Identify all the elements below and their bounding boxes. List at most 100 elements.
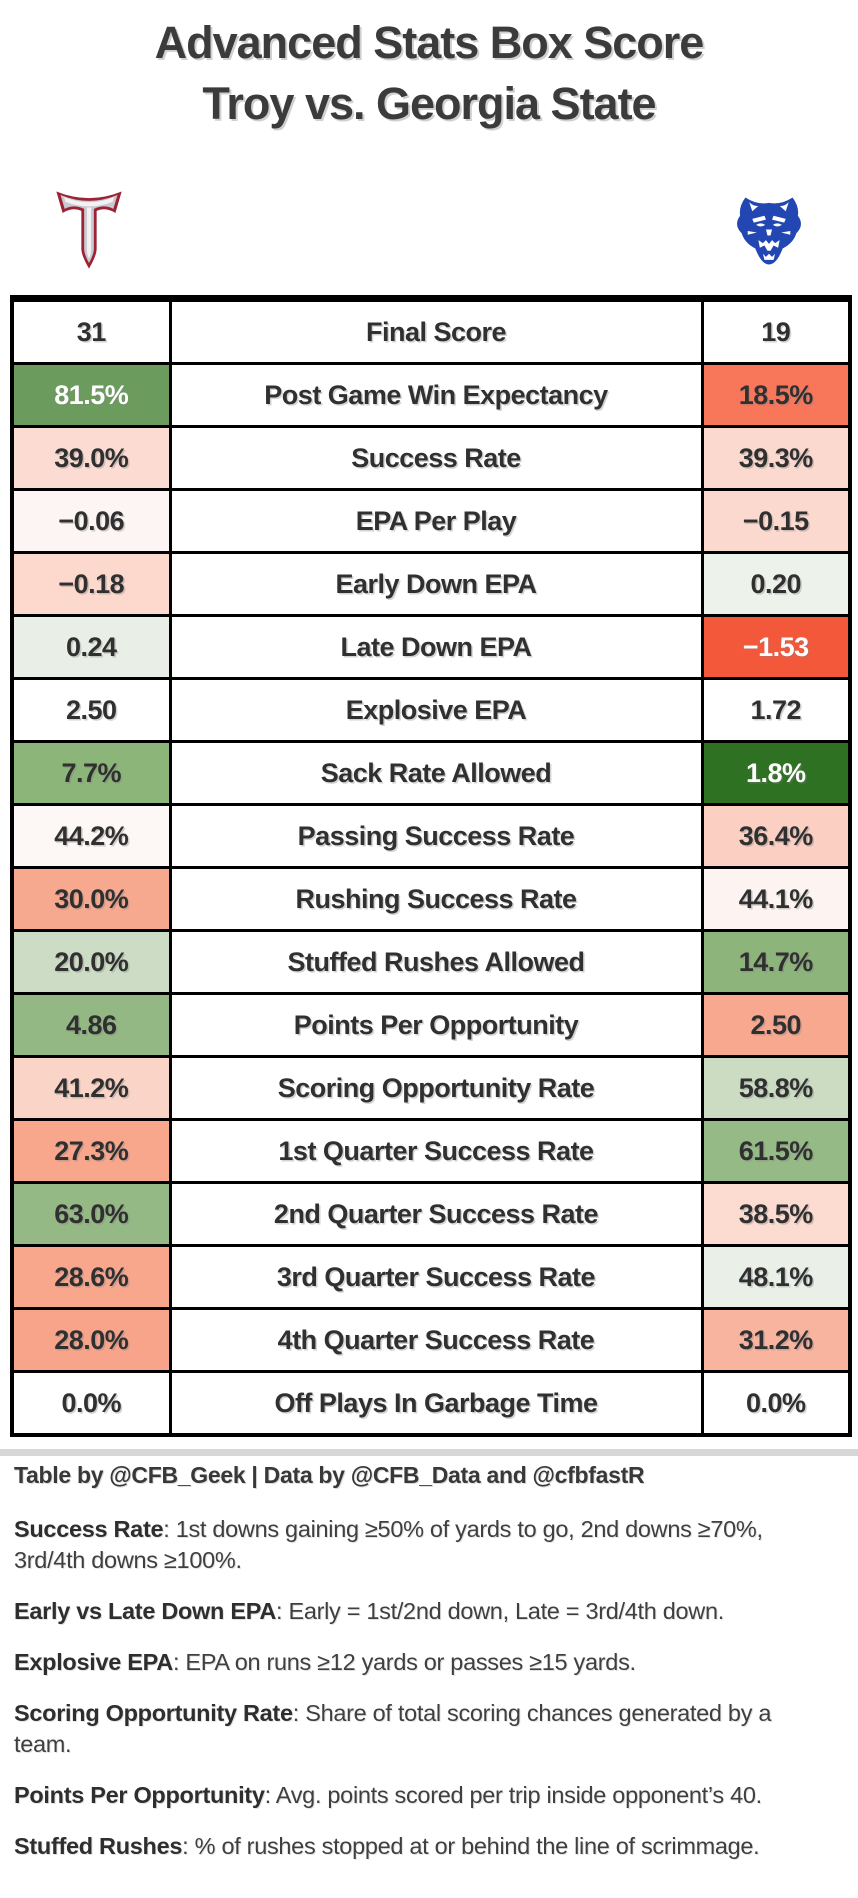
stat-label: 1st Quarter Success Rate [168, 1118, 704, 1184]
note-term: Explosive EPA [14, 1649, 173, 1675]
stat-value-left: 44.2% [10, 803, 172, 869]
stat-value-left: 28.0% [10, 1307, 172, 1373]
stat-label: Late Down EPA [168, 614, 704, 680]
note-explosive-epa: Explosive EPA: EPA on runs ≥12 yards or … [14, 1647, 826, 1678]
stat-value-right: 0.20 [700, 551, 852, 617]
note-definition: : EPA on runs ≥12 yards or passes ≥15 ya… [172, 1649, 636, 1675]
table-row: 28.6% 3rd Quarter Success Rate 48.1% [10, 1244, 852, 1310]
note-term: Scoring Opportunity Rate [14, 1700, 293, 1726]
stat-value-left: 41.2% [10, 1055, 172, 1121]
stat-value-left: 4.86 [10, 992, 172, 1058]
stat-value-right: 58.8% [700, 1055, 852, 1121]
stat-value-right: 39.3% [700, 425, 852, 491]
stat-label: Early Down EPA [168, 551, 704, 617]
stat-value-left: 81.5% [10, 362, 172, 428]
stat-label: Explosive EPA [168, 677, 704, 743]
footer-notes: Table by @CFB_Geek | Data by @CFB_Data a… [14, 1462, 826, 1882]
table-row: 41.2% Scoring Opportunity Rate 58.8% [10, 1055, 852, 1121]
stat-value-left: 30.0% [10, 866, 172, 932]
stat-value-left: −0.06 [10, 488, 172, 554]
table-row: −0.06 EPA Per Play −0.15 [10, 488, 852, 554]
table-row: 63.0% 2nd Quarter Success Rate 38.5% [10, 1181, 852, 1247]
note-definition: : Early = 1st/2nd down, Late = 3rd/4th d… [276, 1598, 724, 1624]
stat-value-left: 0.24 [10, 614, 172, 680]
stat-label: Points Per Opportunity [168, 992, 704, 1058]
stat-value-right: 1.72 [700, 677, 852, 743]
note-term: Success Rate [14, 1516, 164, 1542]
stat-label: Rushing Success Rate [168, 866, 704, 932]
page-subtitle: Troy vs. Georgia State [202, 78, 656, 129]
stat-label: 4th Quarter Success Rate [168, 1307, 704, 1373]
title-block: Advanced Stats Box Score Troy vs. Georgi… [0, 12, 858, 134]
note-success-rate: Success Rate: 1st downs gaining ≥50% of … [14, 1514, 826, 1576]
georgia-state-logo-icon [731, 196, 807, 266]
table-row: 28.0% 4th Quarter Success Rate 31.2% [10, 1307, 852, 1373]
note-stuffed-rushes: Stuffed Rushes: % of rushes stopped at o… [14, 1831, 826, 1862]
stat-value-right: 44.1% [700, 866, 852, 932]
table-row: 44.2% Passing Success Rate 36.4% [10, 803, 852, 869]
stat-value-left: 39.0% [10, 425, 172, 491]
stat-value-right: 18.5% [700, 362, 852, 428]
stat-label: Stuffed Rushes Allowed [168, 929, 704, 995]
stat-label: Off Plays In Garbage Time [168, 1370, 704, 1437]
note-points-per-opportunity: Points Per Opportunity: Avg. points scor… [14, 1780, 826, 1811]
stat-label: Final Score [168, 297, 704, 365]
stat-value-right: 19 [700, 297, 852, 365]
note-definition: : Share of total scoring chances generat… [14, 1700, 772, 1757]
table-row: 27.3% 1st Quarter Success Rate 61.5% [10, 1118, 852, 1184]
table-row: 31 Final Score 19 [10, 297, 852, 365]
stat-label: Success Rate [168, 425, 704, 491]
stat-value-right: 36.4% [700, 803, 852, 869]
note-term: Early vs Late Down EPA [14, 1598, 276, 1624]
stat-label: Sack Rate Allowed [168, 740, 704, 806]
note-term: Stuffed Rushes [14, 1833, 183, 1859]
stat-value-right: 14.7% [700, 929, 852, 995]
stat-label: 3rd Quarter Success Rate [168, 1244, 704, 1310]
note-definition: : 1st downs gaining ≥50% of yards to go,… [14, 1516, 763, 1573]
table-row: 81.5% Post Game Win Expectancy 18.5% [10, 362, 852, 428]
stat-value-left: 28.6% [10, 1244, 172, 1310]
stat-value-right: 61.5% [700, 1118, 852, 1184]
stat-label: EPA Per Play [168, 488, 704, 554]
stat-value-right: −0.15 [700, 488, 852, 554]
table-row: 30.0% Rushing Success Rate 44.1% [10, 866, 852, 932]
stat-value-left: 2.50 [10, 677, 172, 743]
stat-value-right: 38.5% [700, 1181, 852, 1247]
stat-value-left: 0.0% [10, 1370, 172, 1437]
table-row: 0.24 Late Down EPA −1.53 [10, 614, 852, 680]
stat-value-left: −0.18 [10, 551, 172, 617]
stat-value-right: 2.50 [700, 992, 852, 1058]
note-definition: : % of rushes stopped at or behind the l… [182, 1833, 760, 1859]
table-row: 0.0% Off Plays In Garbage Time 0.0% [10, 1370, 852, 1437]
advanced-stats-table: 31 Final Score 19 81.5% Post Game Win Expect… [10, 295, 852, 1437]
note-early-late-epa: Early vs Late Down EPA: Early = 1st/2nd … [14, 1596, 826, 1627]
troy-logo-icon [54, 188, 124, 270]
stat-value-right: 1.8% [700, 740, 852, 806]
stat-value-left: 63.0% [10, 1181, 172, 1247]
credit-line: Table by @CFB_Geek | Data by @CFB_Data a… [14, 1462, 645, 1488]
stat-label: 2nd Quarter Success Rate [168, 1181, 704, 1247]
stat-value-left: 20.0% [10, 929, 172, 995]
stat-value-right: −1.53 [700, 614, 852, 680]
note-scoring-opportunity: Scoring Opportunity Rate: Share of total… [14, 1698, 826, 1760]
stat-value-right: 48.1% [700, 1244, 852, 1310]
stat-label: Scoring Opportunity Rate [168, 1055, 704, 1121]
table-row: −0.18 Early Down EPA 0.20 [10, 551, 852, 617]
stats-table-body: 31 Final Score 19 81.5% Post Game Win Expect… [10, 297, 852, 1437]
stat-value-right: 31.2% [700, 1307, 852, 1373]
stat-value-left: 31 [10, 297, 172, 365]
note-definition: : Avg. points scored per trip inside opp… [264, 1782, 763, 1808]
stat-label: Passing Success Rate [168, 803, 704, 869]
table-row: 20.0% Stuffed Rushes Allowed 14.7% [10, 929, 852, 995]
table-shadow-divider [0, 1449, 858, 1456]
stat-value-left: 7.7% [10, 740, 172, 806]
table-row: 39.0% Success Rate 39.3% [10, 425, 852, 491]
page-title: Advanced Stats Box Score [154, 17, 705, 68]
table-row: 4.86 Points Per Opportunity 2.50 [10, 992, 852, 1058]
note-term: Points Per Opportunity [14, 1782, 265, 1808]
stat-value-left: 27.3% [10, 1118, 172, 1184]
table-row: 7.7% Sack Rate Allowed 1.8% [10, 740, 852, 806]
stat-value-right: 0.0% [700, 1370, 852, 1437]
table-row: 2.50 Explosive EPA 1.72 [10, 677, 852, 743]
stat-label: Post Game Win Expectancy [168, 362, 704, 428]
